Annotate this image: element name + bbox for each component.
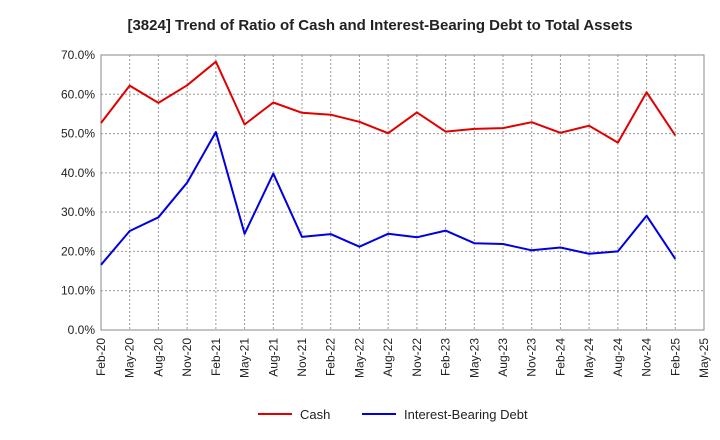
x-tick-label: May-23: [467, 338, 481, 378]
legend: Cash Interest-Bearing Debt: [258, 407, 528, 422]
x-tick-label: Feb-21: [209, 338, 223, 376]
y-tick-label: 10.0%: [61, 284, 95, 298]
plot-area: [100, 54, 705, 331]
x-tick-label: Feb-24: [553, 338, 567, 376]
y-tick-label: 50.0%: [61, 127, 95, 141]
y-tick-label: 20.0%: [61, 244, 95, 258]
y-tick-label: 40.0%: [61, 166, 95, 180]
x-tick-label: May-20: [123, 338, 137, 378]
x-tick-label: Aug-23: [496, 338, 510, 377]
x-tick-label: May-22: [352, 338, 366, 378]
x-tick-label: Nov-23: [525, 338, 539, 377]
series-line-interest-bearing-debt: [100, 131, 677, 266]
y-tick-label: 0.0%: [68, 323, 96, 337]
x-tick-label: Nov-20: [180, 338, 194, 377]
y-axis: 0.0% 10.0% 20.0% 30.0% 40.0% 50.0% 60.0% 70.0%: [61, 48, 95, 337]
x-tick-label: Aug-21: [266, 338, 280, 377]
series-line-cash: [100, 60, 677, 144]
x-axis: Feb-20 May-20 Aug-20 Nov-20 Feb-21 May-21 Aug-…: [94, 338, 711, 378]
legend-label: Interest-Bearing Debt: [404, 407, 528, 422]
x-tick-label: Feb-22: [324, 338, 338, 376]
x-tick-label: Feb-25: [668, 338, 682, 376]
series-group: [100, 60, 677, 266]
x-tick-label: Nov-24: [640, 338, 654, 377]
chart-title: [3824] Trend of Ratio of Cash and Intere…: [127, 17, 632, 34]
legend-label: Cash: [300, 407, 330, 422]
x-tick-label: Feb-23: [439, 338, 453, 376]
y-tick-label: 30.0%: [61, 205, 95, 219]
x-tick-label: May-21: [238, 338, 252, 378]
x-tick-label: Feb-20: [94, 338, 108, 376]
grid: [101, 55, 704, 330]
x-tick-label: Aug-20: [151, 338, 165, 377]
x-tick-label: May-24: [582, 338, 596, 378]
y-tick-label: 60.0%: [61, 87, 95, 101]
x-tick-label: May-25: [697, 338, 711, 378]
x-tick-label: Nov-21: [295, 338, 309, 377]
x-tick-label: Aug-22: [381, 338, 395, 377]
x-tick-label: Nov-22: [410, 338, 424, 377]
y-tick-label: 70.0%: [61, 48, 95, 62]
x-tick-label: Aug-24: [611, 338, 625, 377]
